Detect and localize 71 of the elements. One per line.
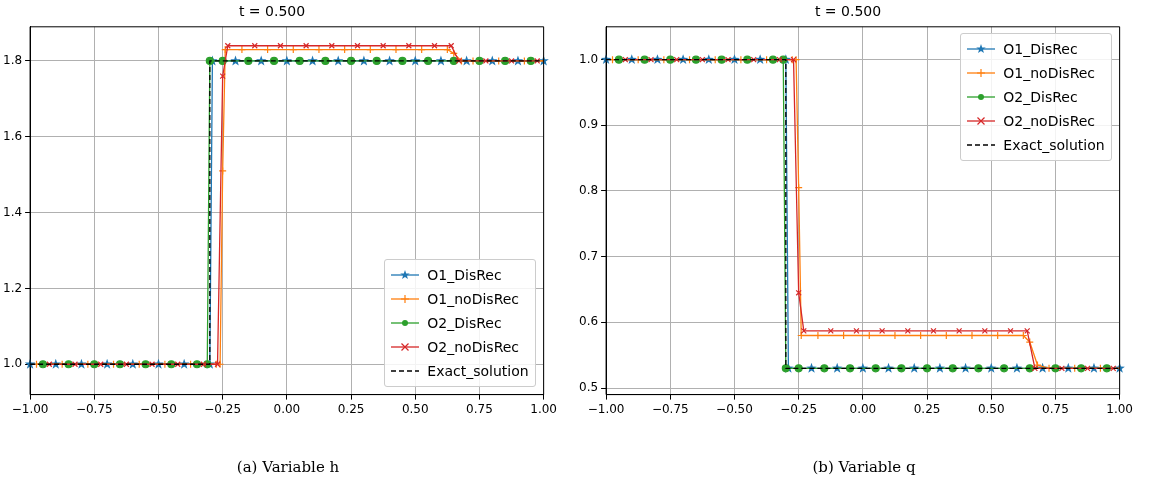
legend-label: O2_noDisRec xyxy=(1003,112,1096,129)
point xyxy=(148,361,156,368)
x-tick-label: 0.00 xyxy=(849,401,877,416)
legend-label: O2_noDisRec xyxy=(427,338,520,355)
x-tick-label: 1.00 xyxy=(1106,401,1133,416)
x-tick-label: −1.00 xyxy=(11,401,49,416)
point xyxy=(795,289,802,296)
x-tick-label: 0.25 xyxy=(337,401,365,416)
y-tick-label: 0.5 xyxy=(578,380,599,395)
point xyxy=(303,42,310,49)
point xyxy=(827,327,834,334)
legend-label: Exact_solution xyxy=(1003,136,1105,153)
point xyxy=(237,45,247,54)
y-tick-label: 0.6 xyxy=(578,314,599,329)
point xyxy=(200,361,207,368)
point xyxy=(1031,365,1038,372)
point xyxy=(71,361,79,368)
point xyxy=(1110,365,1117,372)
point xyxy=(1084,365,1091,372)
point xyxy=(904,327,911,334)
point xyxy=(800,327,807,334)
y-tick-label: 1.0 xyxy=(578,51,599,66)
y-tick-label: 0.8 xyxy=(578,183,599,198)
point xyxy=(405,42,412,49)
x-tick-label: 0.25 xyxy=(913,401,941,416)
point xyxy=(1007,327,1014,334)
x-tick-label: 0.50 xyxy=(401,401,429,416)
point xyxy=(853,327,860,334)
point xyxy=(277,42,284,49)
x-tick-label: −1.00 xyxy=(587,401,625,416)
y-tick-label: 0.9 xyxy=(578,117,599,132)
x-tick-label: 1.00 xyxy=(530,401,557,416)
point xyxy=(391,45,401,54)
x-tick-label: 0.75 xyxy=(1042,401,1069,416)
y-tick-label: 1.4 xyxy=(2,204,23,219)
legend-label: O1_DisRec xyxy=(427,266,502,283)
chart-title: t = 0.500 xyxy=(238,3,306,20)
x-tick-label: 0.50 xyxy=(977,401,1005,416)
x-tick-label: 0.75 xyxy=(466,401,493,416)
y-tick-label: 0.7 xyxy=(578,248,599,263)
point xyxy=(930,327,937,334)
y-tick-label: 1.0 xyxy=(2,356,23,371)
point xyxy=(354,42,361,49)
point xyxy=(219,73,226,80)
legend-label: O2_DisRec xyxy=(427,314,502,331)
x-tick-label: −0.25 xyxy=(204,401,242,416)
x-tick-label: −0.75 xyxy=(651,401,689,416)
point xyxy=(431,42,438,49)
text: (a) Variable h xyxy=(235,458,341,476)
point xyxy=(380,42,387,49)
y-tick-label: 1.6 xyxy=(2,128,23,143)
text: (b) Variable q xyxy=(811,458,917,476)
y-tick-label: 1.2 xyxy=(2,280,23,295)
legend-label: O1_noDisRec xyxy=(427,290,520,307)
point xyxy=(314,45,324,54)
x-tick-label: −0.25 xyxy=(780,401,818,416)
point xyxy=(1058,365,1065,372)
legend-label: O1_DisRec xyxy=(1003,40,1078,57)
chart-title: t = 0.500 xyxy=(814,3,882,20)
y-tick-label: 1.8 xyxy=(2,53,23,68)
legend-label: O1_noDisRec xyxy=(1003,64,1096,81)
x-tick-label: −0.50 xyxy=(716,401,753,416)
x-tick-label: −0.50 xyxy=(140,401,177,416)
x-tick-label: 0.00 xyxy=(273,401,301,416)
point xyxy=(724,56,732,63)
legend-label: O2_DisRec xyxy=(1003,88,1078,105)
point xyxy=(647,56,655,63)
point xyxy=(750,56,757,63)
legend-label: Exact_solution xyxy=(427,362,529,379)
point xyxy=(123,361,130,368)
x-tick-label: −0.75 xyxy=(75,401,113,416)
